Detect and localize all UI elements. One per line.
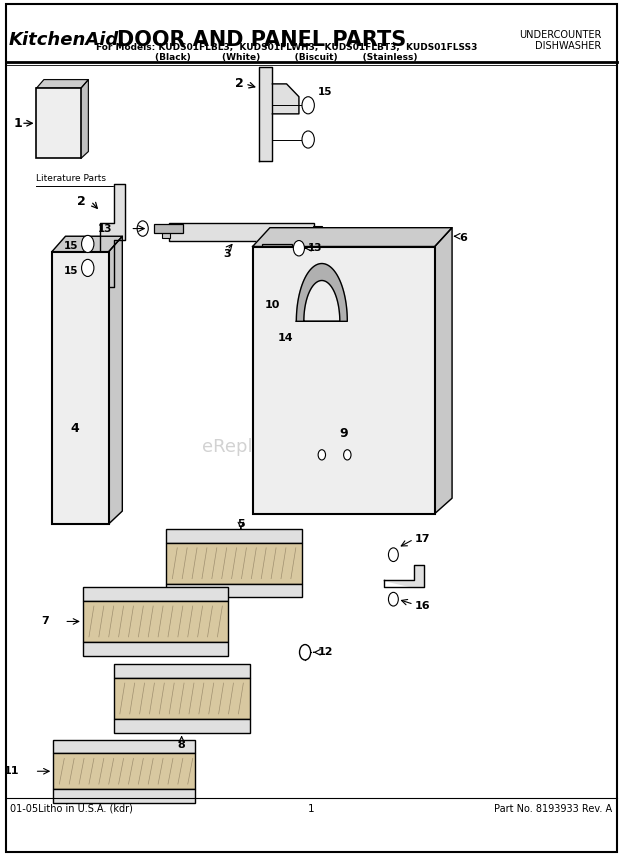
Text: 13: 13 <box>308 243 322 253</box>
Text: 16: 16 <box>415 601 431 611</box>
Polygon shape <box>100 184 125 287</box>
Text: 1: 1 <box>308 804 314 814</box>
Text: (Black)          (White)           (Biscuit)        (Stainless): (Black) (White) (Biscuit) (Stainless) <box>156 53 418 62</box>
Text: Part No. 8193933 Rev. A: Part No. 8193933 Rev. A <box>495 804 613 814</box>
Text: 01-05Litho in U.S.A. (kdr): 01-05Litho in U.S.A. (kdr) <box>10 804 133 814</box>
Bar <box>154 224 184 233</box>
Text: UNDERCOUNTER: UNDERCOUNTER <box>519 30 601 40</box>
Text: eReplacementParts.com: eReplacementParts.com <box>202 437 421 456</box>
Text: 15: 15 <box>64 241 79 251</box>
Bar <box>252 247 435 514</box>
Bar <box>262 244 291 253</box>
Text: 7: 7 <box>41 616 49 627</box>
Polygon shape <box>435 228 452 514</box>
Circle shape <box>343 449 351 460</box>
Text: 12: 12 <box>317 647 333 657</box>
Text: 6: 6 <box>459 233 467 243</box>
Text: 13: 13 <box>97 223 112 234</box>
Circle shape <box>389 548 398 562</box>
Text: 15: 15 <box>317 87 332 98</box>
Text: 3: 3 <box>223 249 231 259</box>
Bar <box>313 226 322 238</box>
Bar <box>53 789 195 803</box>
Bar <box>166 584 302 597</box>
Polygon shape <box>37 80 89 88</box>
Polygon shape <box>108 236 122 524</box>
Bar <box>37 88 81 158</box>
Text: For Models: KUDS01FLBL3,  KUDS01FLWH3,  KUDS01FLBT3,  KUDS01FLSS3: For Models: KUDS01FLBL3, KUDS01FLWH3, KU… <box>96 43 477 52</box>
Bar <box>162 226 170 238</box>
Text: 8: 8 <box>178 740 185 750</box>
Polygon shape <box>296 264 347 321</box>
Circle shape <box>137 221 148 236</box>
Bar <box>52 252 108 524</box>
Text: 9: 9 <box>339 427 348 440</box>
Bar <box>83 601 228 642</box>
Text: 1: 1 <box>14 116 22 130</box>
Text: 5: 5 <box>237 519 245 529</box>
Circle shape <box>299 645 311 660</box>
Circle shape <box>389 592 398 606</box>
Text: 11: 11 <box>4 766 19 776</box>
Text: DOOR AND PANEL PARTS: DOOR AND PANEL PARTS <box>117 30 406 50</box>
Circle shape <box>293 241 304 256</box>
Text: 10: 10 <box>265 300 280 310</box>
Bar <box>113 719 249 733</box>
Text: 4: 4 <box>70 422 79 435</box>
Bar <box>113 678 249 719</box>
Bar <box>53 753 195 789</box>
Bar <box>83 642 228 656</box>
Circle shape <box>302 97 314 114</box>
Polygon shape <box>252 228 452 247</box>
Text: 2: 2 <box>77 194 86 208</box>
Bar <box>83 587 228 601</box>
Text: Literature Parts: Literature Parts <box>37 174 107 183</box>
Circle shape <box>82 259 94 276</box>
Bar <box>53 740 195 753</box>
Text: DISHWASHER: DISHWASHER <box>535 41 601 51</box>
Polygon shape <box>52 236 122 252</box>
Bar <box>169 223 314 241</box>
Bar <box>166 529 302 543</box>
Bar <box>113 664 249 678</box>
Circle shape <box>82 235 94 253</box>
Circle shape <box>318 449 326 460</box>
Polygon shape <box>259 67 272 161</box>
Polygon shape <box>81 80 89 158</box>
Circle shape <box>302 131 314 148</box>
Polygon shape <box>272 84 299 114</box>
Text: 15: 15 <box>64 266 79 276</box>
Polygon shape <box>384 565 424 587</box>
Bar <box>166 543 302 584</box>
Text: 17: 17 <box>415 534 430 544</box>
Text: 2: 2 <box>234 77 243 91</box>
Text: KitchenAid.: KitchenAid. <box>9 31 126 49</box>
Text: 14: 14 <box>277 334 293 343</box>
